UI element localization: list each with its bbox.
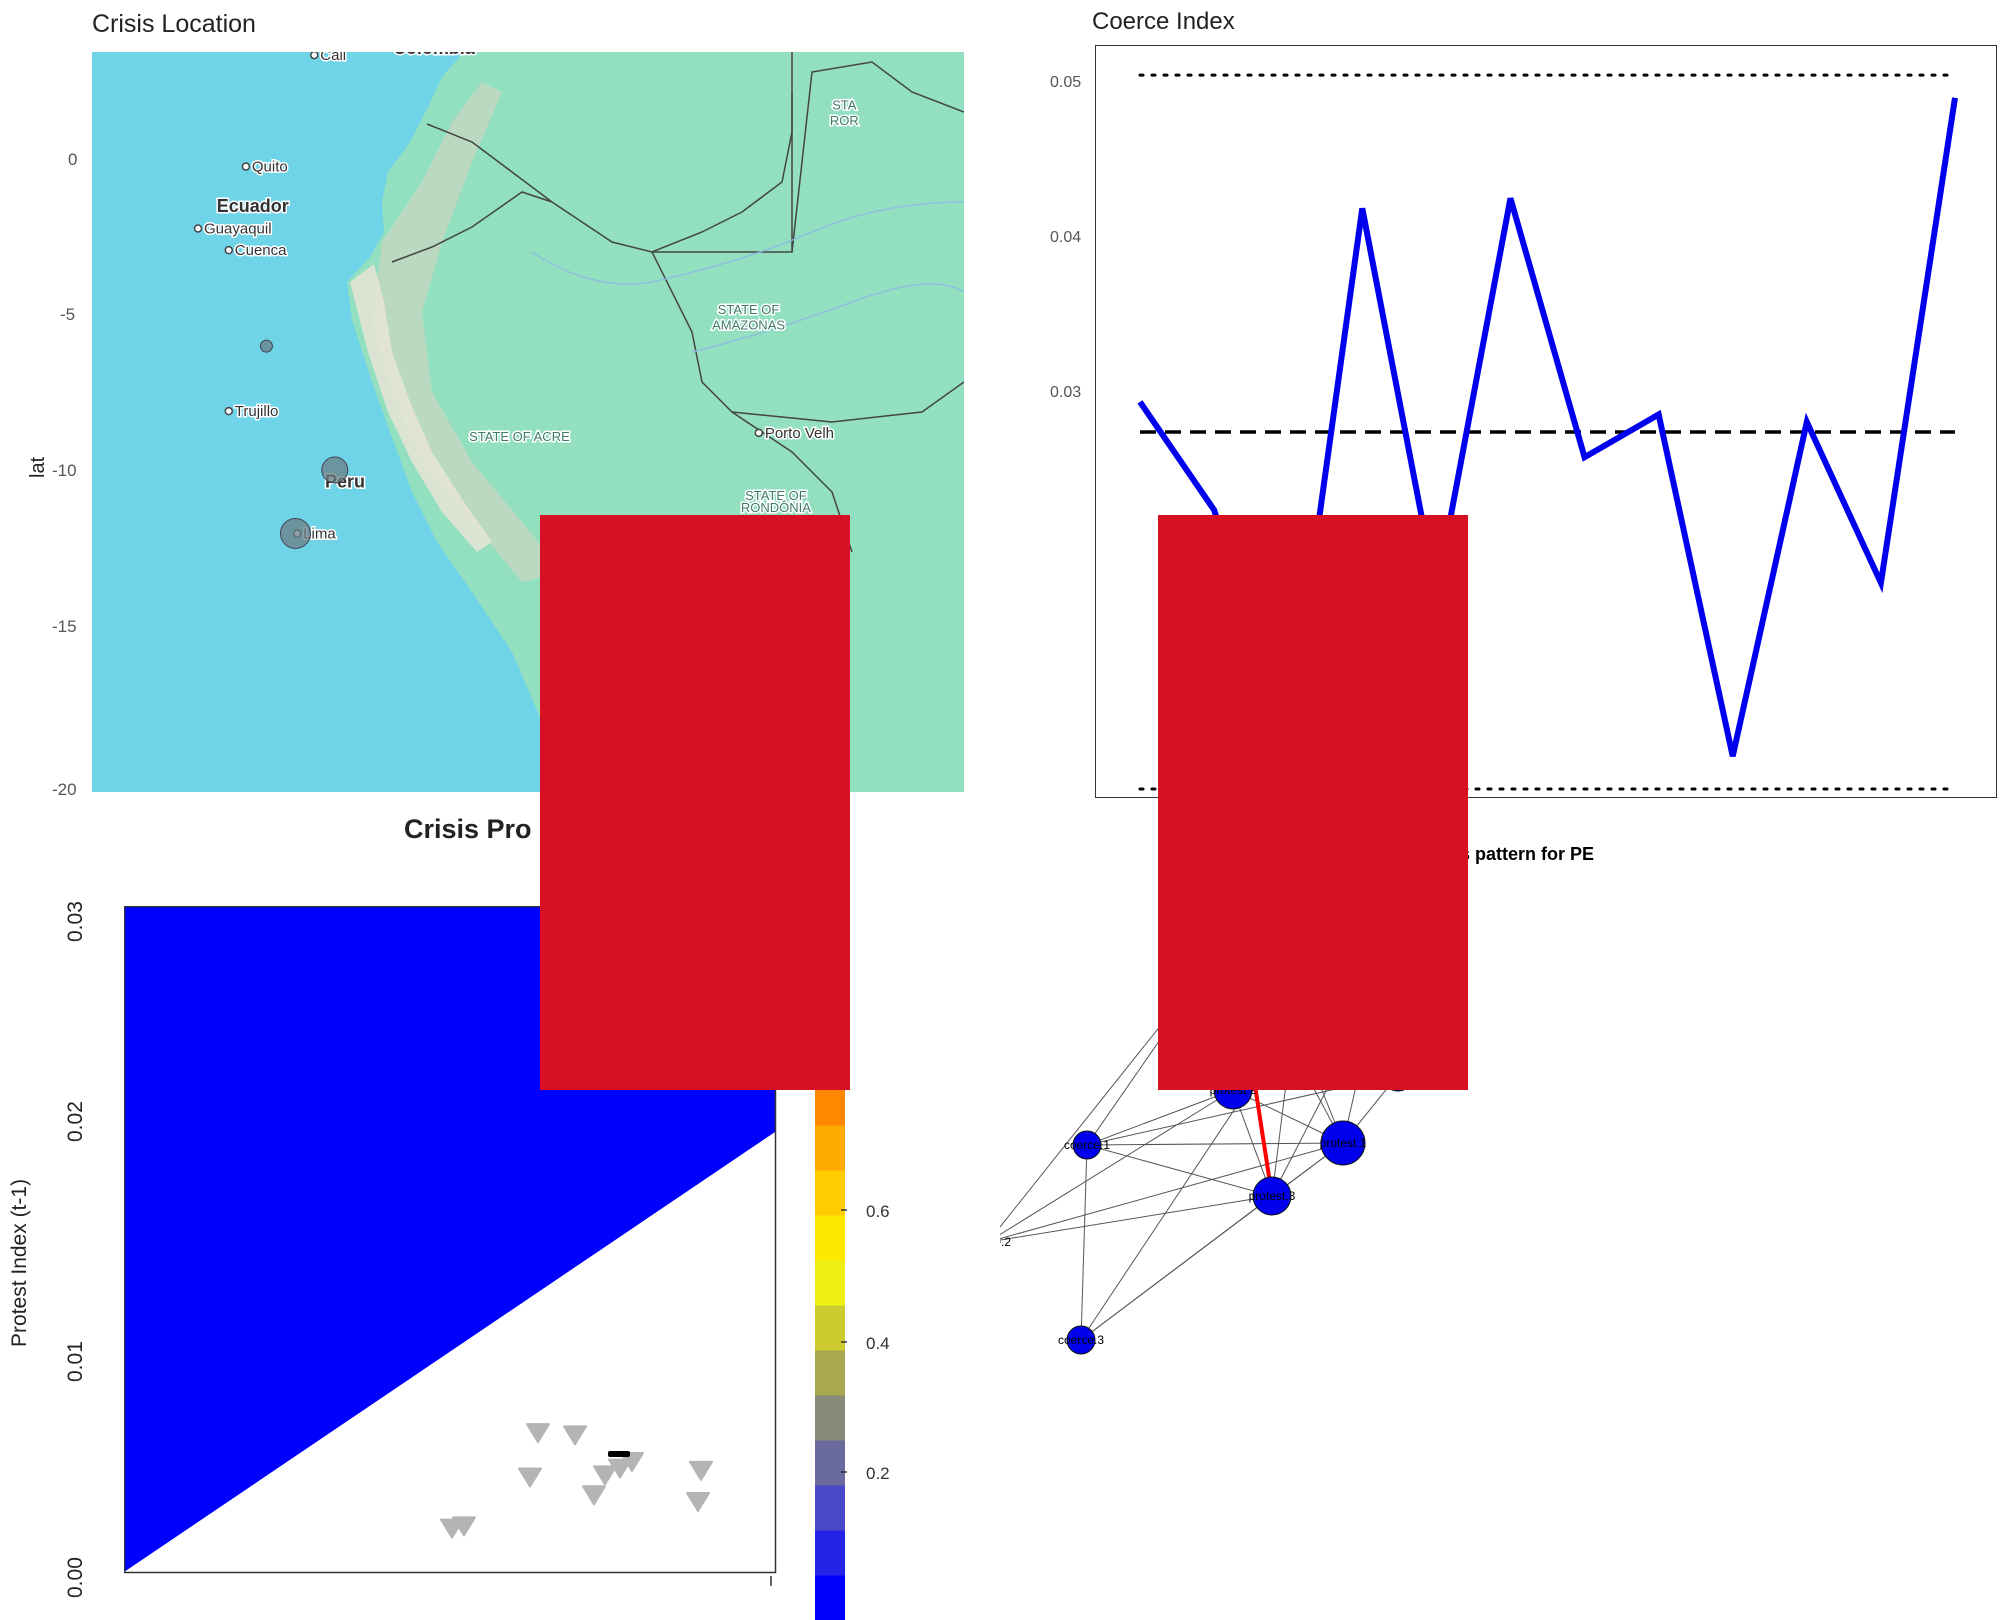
contour-point (593, 1465, 617, 1486)
map-ylabel: lat (27, 456, 49, 478)
network-node (1066, 1325, 1096, 1355)
contour-ylabel: Protest Index (t-1) (8, 1178, 31, 1347)
contour-point (452, 1516, 476, 1537)
map-ytick-1: -5 (60, 305, 76, 324)
contour-point (689, 1460, 713, 1481)
map-place-dot (241, 162, 251, 171)
map-place-label: Cali (320, 52, 346, 64)
network-edge (1086, 1089, 1234, 1146)
map-place-label: Guayaquil (204, 220, 272, 237)
contour-current-marker (608, 1451, 630, 1457)
map-place-label: ROR (830, 113, 859, 128)
coastal-desert (350, 264, 492, 552)
map-place-label: Quito (252, 159, 288, 176)
map-title: Crisis Location (92, 10, 256, 38)
network-edge (1000, 1195, 1273, 1241)
map-place-label: RONDÔNIA (741, 500, 811, 515)
network-edge (1080, 1195, 1273, 1341)
contour-point (620, 1452, 644, 1472)
contour-ytick-0: 0.03 (64, 901, 87, 942)
map-place-label: STATE OF ACRE (469, 429, 570, 444)
map-place-label: Trujillo (235, 403, 279, 420)
map-place-label: Lima (303, 525, 336, 542)
colorbar-segment (815, 1530, 845, 1576)
map-place-dot (193, 224, 203, 233)
map-place-label: Cuenca (235, 242, 287, 259)
andes-terrain (372, 82, 562, 582)
coerce-ytick-2: 0.03 (1050, 384, 1082, 401)
map-place-label: STA (832, 98, 857, 113)
contour-ytick-3: 0.00 (64, 1557, 87, 1598)
colorbar-segment (815, 1575, 845, 1620)
rivers (531, 201, 964, 353)
coerce-title: Coerce Index (1092, 8, 1235, 35)
network-edge (1086, 1142, 1344, 1146)
colorbar-tick-1: 0.4 (866, 1334, 890, 1353)
network-node-label: coerce.3 (1058, 1333, 1104, 1347)
borders (391, 52, 964, 553)
network-node (1252, 1176, 1292, 1216)
contour-point (563, 1425, 587, 1446)
contour-point (526, 1423, 550, 1444)
network-node (1320, 1120, 1366, 1166)
contour-x-tick (770, 1576, 772, 1586)
network-edge (1080, 1144, 1088, 1341)
crisis-point (279, 517, 311, 549)
colorbar-segment (815, 1440, 845, 1486)
crisis-point (259, 339, 273, 353)
network-node-label: coerce.1 (1064, 1138, 1110, 1152)
contour-point (608, 1458, 632, 1479)
colorbar-tick-0: 0.6 (866, 1202, 890, 1221)
map-ytick-2: -10 (52, 461, 77, 480)
colorbar-segment (815, 1125, 845, 1171)
colorbar (815, 1080, 847, 1620)
map-place-dot (224, 245, 234, 255)
colorbar-segment (815, 1215, 845, 1261)
coerce-panel: Coerce Index 0.05 0.04 0.03 (1000, 0, 2000, 800)
network-node-label: coerce.2 (1000, 1235, 1011, 1249)
contour-frame (124, 906, 777, 1574)
map-place-label: Ecuador (217, 196, 289, 216)
coerce-ytick-0: 0.05 (1050, 74, 1082, 91)
colorbar-segment (815, 1350, 845, 1396)
network-edge (1086, 1144, 1273, 1197)
network-node-label: protest.3 (1249, 1189, 1296, 1203)
contour-title: Crisis Pro (404, 814, 532, 844)
map-place-dot (224, 406, 234, 416)
colorbar-segment (815, 1485, 845, 1531)
colorbar-segment (815, 1260, 845, 1306)
crisis-point (321, 456, 349, 484)
coerce-plot-frame (1095, 45, 1997, 798)
redaction-block-left (540, 515, 850, 1090)
contour-point (582, 1485, 606, 1506)
map-place-dot (754, 428, 764, 438)
redaction-block-right (1158, 515, 1468, 1090)
map-place-label: STATE OF (745, 488, 807, 503)
map-place-label: Colombia (393, 52, 476, 58)
map-place-label: STATE OF (718, 302, 780, 317)
map-ytick-0: 0 (68, 150, 78, 169)
network-node (1072, 1130, 1102, 1160)
map-ytick-3: -15 (52, 617, 77, 636)
network-edge (1000, 1089, 1234, 1236)
network-edge (1000, 1142, 1344, 1240)
colorbar-segment (815, 1305, 845, 1351)
colorbar-tick-2: 0.2 (866, 1464, 890, 1483)
contour-point (518, 1467, 542, 1488)
map-place-label: Porto Velh (765, 425, 834, 442)
contour-ytick-1: 0.02 (64, 1101, 87, 1142)
colorbar-segment (815, 1395, 845, 1441)
coerce-ytick-1: 0.04 (1050, 229, 1082, 246)
colorbar-segment (815, 1170, 845, 1216)
network-title: sis pattern for PE (1445, 844, 1595, 864)
network-node-label: protest.1 (1320, 1136, 1367, 1150)
contour-ytick-2: 0.01 (64, 1341, 87, 1382)
network-graph: crisiscoerce.2protest.3coerce.1protest.2… (1000, 915, 1421, 1355)
map-place-dot (310, 52, 319, 60)
map-ytick-4: -20 (52, 780, 77, 799)
contour-panel: Crisis Pro Protest Index (t-1) 0.03 0.02… (0, 800, 1000, 1620)
map-place-label: AMAZONAS (712, 317, 785, 332)
contour-point (686, 1491, 710, 1512)
network-panel: sis pattern for PE crisiscoerce.2protest… (1000, 800, 2000, 1600)
